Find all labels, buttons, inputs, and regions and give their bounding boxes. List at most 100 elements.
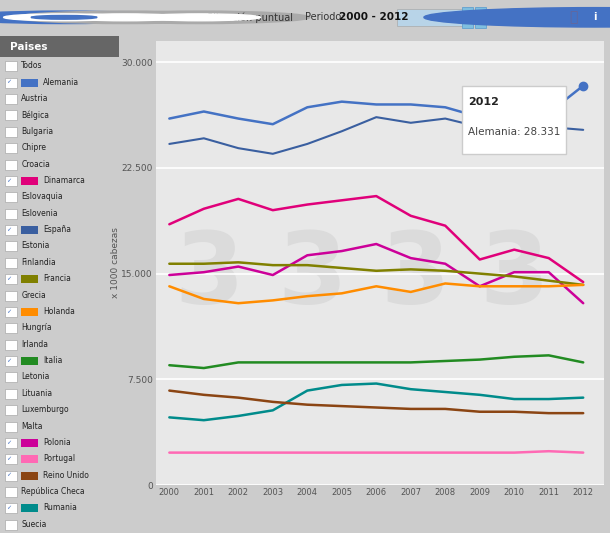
Bar <box>5 209 16 219</box>
Text: Luxemburgo: Luxemburgo <box>21 405 69 414</box>
Text: Bulgaria: Bulgaria <box>21 127 54 136</box>
Text: Grecia: Grecia <box>21 290 46 300</box>
Text: columnas: columnas <box>133 12 180 22</box>
Text: Suecia: Suecia <box>21 520 47 529</box>
Text: 3: 3 <box>174 228 244 325</box>
Circle shape <box>140 14 260 21</box>
Text: Alemania: 28.331: Alemania: 28.331 <box>468 127 560 137</box>
Text: Alemania: Alemania <box>43 78 79 87</box>
Text: Finlandia: Finlandia <box>21 258 56 267</box>
Text: Holanda: Holanda <box>43 307 74 316</box>
Bar <box>5 290 16 301</box>
Bar <box>0 36 119 56</box>
Text: ✓: ✓ <box>6 227 11 232</box>
Text: Paises: Paises <box>10 42 47 52</box>
Text: i: i <box>593 12 597 22</box>
Bar <box>5 258 16 268</box>
Bar <box>5 389 16 399</box>
Bar <box>21 357 38 365</box>
Bar <box>5 225 16 235</box>
Bar <box>5 61 16 71</box>
Text: líneas: líneas <box>73 12 102 22</box>
Bar <box>5 422 16 432</box>
Text: Croacia: Croacia <box>21 159 50 168</box>
Bar <box>5 192 16 202</box>
Y-axis label: x 1000 cabezas: x 1000 cabezas <box>111 228 120 298</box>
Bar <box>21 226 38 234</box>
Bar <box>5 356 16 366</box>
Bar <box>21 79 38 87</box>
Bar <box>5 274 16 284</box>
Bar <box>5 487 16 497</box>
Bar <box>5 143 16 153</box>
Circle shape <box>90 11 310 23</box>
Text: Evolución:: Evolución: <box>9 12 59 22</box>
Bar <box>21 177 38 185</box>
Text: Periodo:: Periodo: <box>305 12 345 22</box>
Bar <box>5 110 16 120</box>
Text: ✓: ✓ <box>6 473 11 478</box>
Text: ✓: ✓ <box>6 276 11 281</box>
Circle shape <box>424 7 610 27</box>
Text: República Checa: República Checa <box>21 487 85 496</box>
Text: ✓: ✓ <box>6 309 11 314</box>
Text: ✓: ✓ <box>6 178 11 183</box>
Bar <box>5 241 16 252</box>
Bar <box>396 9 470 26</box>
Text: Irlanda: Irlanda <box>21 340 48 349</box>
Bar <box>5 454 16 464</box>
Bar <box>462 86 566 154</box>
Text: ⤢: ⤢ <box>569 10 578 25</box>
Bar <box>21 504 38 512</box>
Text: 3: 3 <box>381 228 450 325</box>
Bar <box>5 405 16 415</box>
Bar <box>5 471 16 481</box>
Circle shape <box>4 14 124 21</box>
Text: 2000 - 2012: 2000 - 2012 <box>339 12 409 22</box>
Bar <box>5 94 16 104</box>
Circle shape <box>0 11 174 23</box>
Text: ✓: ✓ <box>6 505 11 511</box>
Text: Italia: Italia <box>43 356 62 365</box>
Text: Situación puntual: Situación puntual <box>207 12 293 22</box>
Text: Austria: Austria <box>21 94 49 103</box>
Bar <box>5 340 16 350</box>
Text: Hungría: Hungría <box>21 324 52 332</box>
Bar <box>5 520 16 530</box>
Text: Rumania: Rumania <box>43 504 77 512</box>
Bar <box>5 78 16 87</box>
Bar <box>5 307 16 317</box>
Circle shape <box>15 11 235 23</box>
Text: 2012: 2012 <box>468 97 498 107</box>
Bar <box>21 472 38 480</box>
Bar <box>5 176 16 186</box>
Bar <box>5 504 16 513</box>
Text: Portugal: Portugal <box>43 454 75 463</box>
Bar <box>21 439 38 447</box>
Text: ✓: ✓ <box>6 440 11 445</box>
Bar <box>5 127 16 137</box>
Text: España: España <box>43 225 71 234</box>
Text: Eslovenia: Eslovenia <box>21 208 58 217</box>
Text: Estonia: Estonia <box>21 241 50 251</box>
Bar <box>462 7 473 28</box>
Text: Reino Unido: Reino Unido <box>43 471 88 480</box>
Bar <box>475 7 486 28</box>
Bar <box>5 159 16 169</box>
Text: Polonia: Polonia <box>43 438 71 447</box>
Text: Malta: Malta <box>21 422 43 431</box>
Text: Lituania: Lituania <box>21 389 52 398</box>
Circle shape <box>65 14 185 21</box>
Bar <box>5 438 16 448</box>
Text: Francia: Francia <box>43 274 71 283</box>
Bar <box>5 373 16 382</box>
Bar <box>21 308 38 316</box>
Text: Bélgica: Bélgica <box>21 110 49 120</box>
Text: ✓: ✓ <box>6 456 11 461</box>
Text: Chipre: Chipre <box>21 143 46 152</box>
Bar <box>21 455 38 463</box>
Text: ✓: ✓ <box>6 79 11 85</box>
Text: Letonia: Letonia <box>21 373 50 382</box>
Text: 3: 3 <box>479 228 549 325</box>
Text: Eslovaquia: Eslovaquia <box>21 192 63 201</box>
